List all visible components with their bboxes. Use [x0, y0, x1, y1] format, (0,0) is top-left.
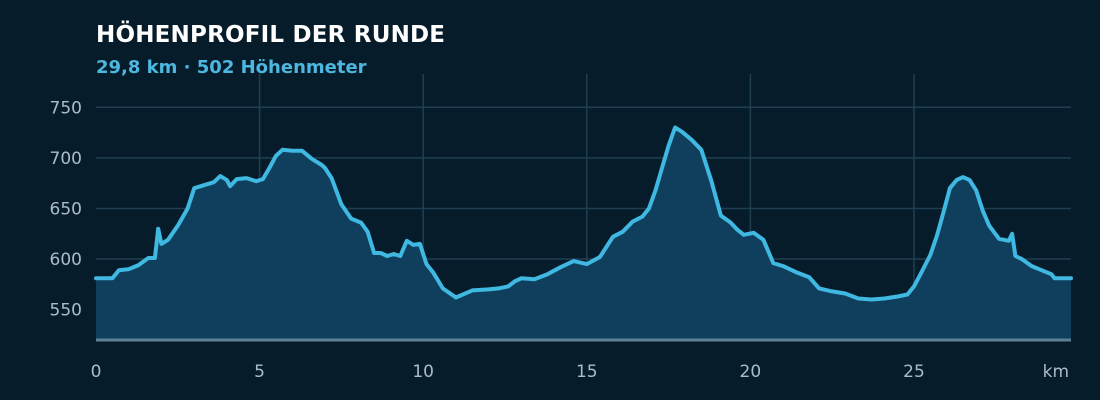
- chart-title: HÖHENPROFIL DER RUNDE: [96, 22, 446, 48]
- y-tick-label: 700: [50, 149, 82, 169]
- chart-subtitle: 29,8 km · 502 Höhenmeter: [96, 57, 367, 78]
- y-tick-label: 600: [50, 250, 82, 270]
- x-tick-label: 10: [412, 362, 434, 382]
- x-tick-label: 25: [903, 362, 925, 382]
- y-tick-label: 650: [50, 199, 82, 219]
- x-tick-label: 0: [91, 362, 102, 382]
- x-tick-label: 20: [740, 362, 762, 382]
- x-tick-label: 5: [254, 362, 265, 382]
- x-tick-label: 15: [576, 362, 598, 382]
- axis-labels: 550 600 650 700 750 0 5 10 15 20 25: [50, 98, 925, 382]
- y-tick-label: 550: [50, 301, 82, 321]
- elevation-line: [94, 125, 1073, 302]
- y-tick-label: 750: [50, 98, 82, 118]
- x-axis-unit-label: km: [1043, 362, 1069, 382]
- elevation-area: [96, 127, 1071, 340]
